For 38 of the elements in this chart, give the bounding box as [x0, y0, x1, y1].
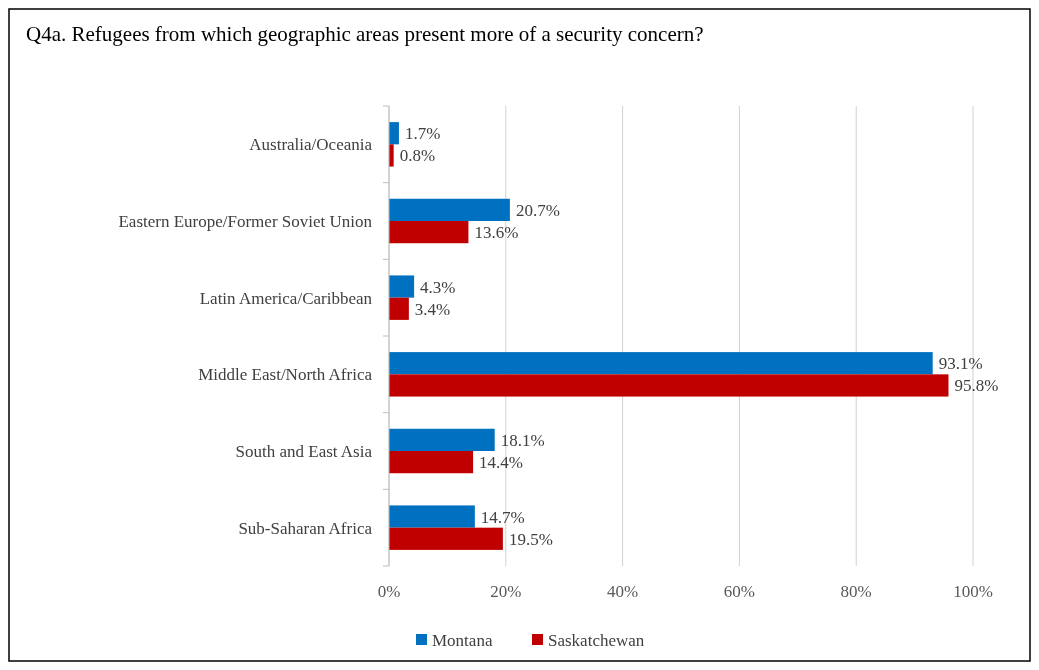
data-label: 13.6% — [474, 223, 519, 243]
y-tick-label: Middle East/North Africa — [198, 365, 373, 385]
bar — [389, 451, 474, 474]
x-tick-label: 40% — [607, 582, 639, 601]
bar — [389, 297, 409, 320]
legend-label: Saskatchewan — [548, 630, 645, 650]
bar — [389, 221, 469, 244]
data-label: 1.7% — [404, 124, 441, 144]
data-label: 19.5% — [508, 529, 553, 549]
y-tick-label: Sub-Saharan Africa — [238, 518, 373, 538]
y-tick-label: Eastern Europe/Former Soviet Union — [118, 211, 373, 231]
bar — [389, 374, 949, 397]
data-label: 3.4% — [414, 299, 451, 319]
bar — [389, 198, 510, 221]
bar — [389, 122, 399, 145]
y-tick-label: South and East Asia — [235, 441, 373, 461]
data-label: 95.8% — [954, 376, 999, 396]
data-label: 14.4% — [479, 453, 524, 473]
legend-label: Montana — [432, 630, 493, 650]
bar — [389, 527, 503, 550]
bar — [389, 428, 495, 451]
data-label: 18.1% — [500, 430, 545, 450]
x-tick-label: 20% — [490, 582, 522, 601]
data-label: 4.3% — [420, 277, 456, 297]
x-tick-label: 60% — [723, 582, 755, 601]
chart-title: Q4a. Refugees from which geographic areas present more of a security concern? — [26, 22, 704, 46]
bar — [389, 505, 475, 528]
data-label: 14.7% — [480, 507, 525, 527]
data-label: 0.8% — [399, 146, 436, 166]
data-label: 93.1% — [938, 354, 983, 374]
data-label: 20.7% — [515, 200, 560, 220]
bar — [389, 275, 415, 298]
bar — [389, 352, 933, 375]
x-tick-label: 80% — [840, 582, 872, 601]
x-tick-label: 100% — [953, 582, 993, 601]
y-tick-label: Latin America/Caribbean — [199, 288, 373, 308]
y-tick-label: Australia/Oceania — [249, 135, 373, 155]
x-tick-label: 0% — [377, 582, 401, 601]
